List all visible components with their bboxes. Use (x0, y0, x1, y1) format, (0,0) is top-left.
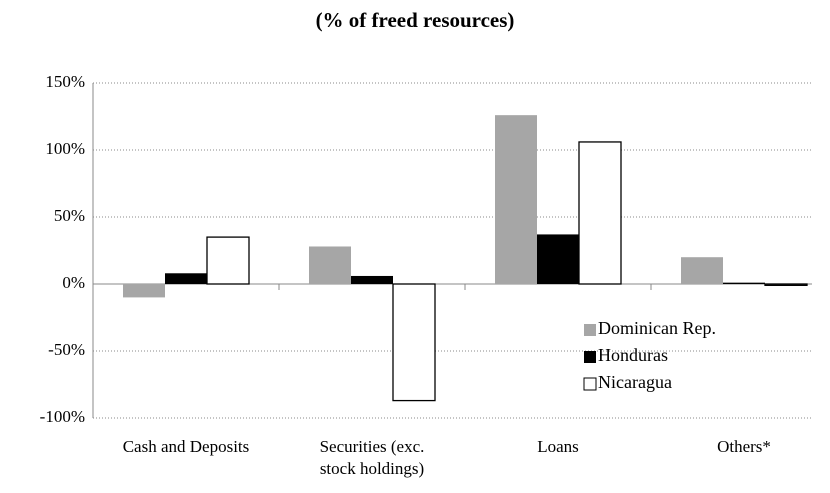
legend-swatch (583, 377, 597, 391)
legend-swatch (584, 351, 596, 363)
chart-title: (% of freed resources) (316, 8, 515, 32)
legend-label: Dominican Rep. (598, 318, 716, 338)
legend-label: Nicaragua (598, 372, 672, 392)
bar (351, 275, 393, 284)
bar (578, 141, 622, 285)
x-tick-label: Loans (537, 437, 579, 456)
y-tick-label: 50% (54, 206, 85, 225)
bar (537, 234, 579, 284)
x-tick-label: Securities (exc. stock holdings) (319, 437, 425, 478)
y-tick-label: 0% (62, 273, 85, 292)
bar (764, 283, 808, 286)
bar (165, 273, 207, 284)
bar (206, 236, 250, 285)
x-tick-label: Others* (717, 437, 771, 456)
y-tick-label: -100% (40, 407, 85, 426)
bar (392, 283, 436, 402)
bar (723, 282, 765, 284)
bar (495, 115, 537, 284)
legend-label: Honduras (598, 345, 668, 365)
bar (681, 257, 723, 284)
y-tick-label: 100% (45, 139, 85, 158)
y-tick-label: 150% (45, 72, 85, 91)
bar (309, 246, 351, 284)
bar (123, 284, 165, 298)
x-tick-label: Cash and Deposits (122, 437, 250, 456)
y-tick-label: -50% (48, 340, 85, 359)
legend-swatch (584, 324, 596, 336)
